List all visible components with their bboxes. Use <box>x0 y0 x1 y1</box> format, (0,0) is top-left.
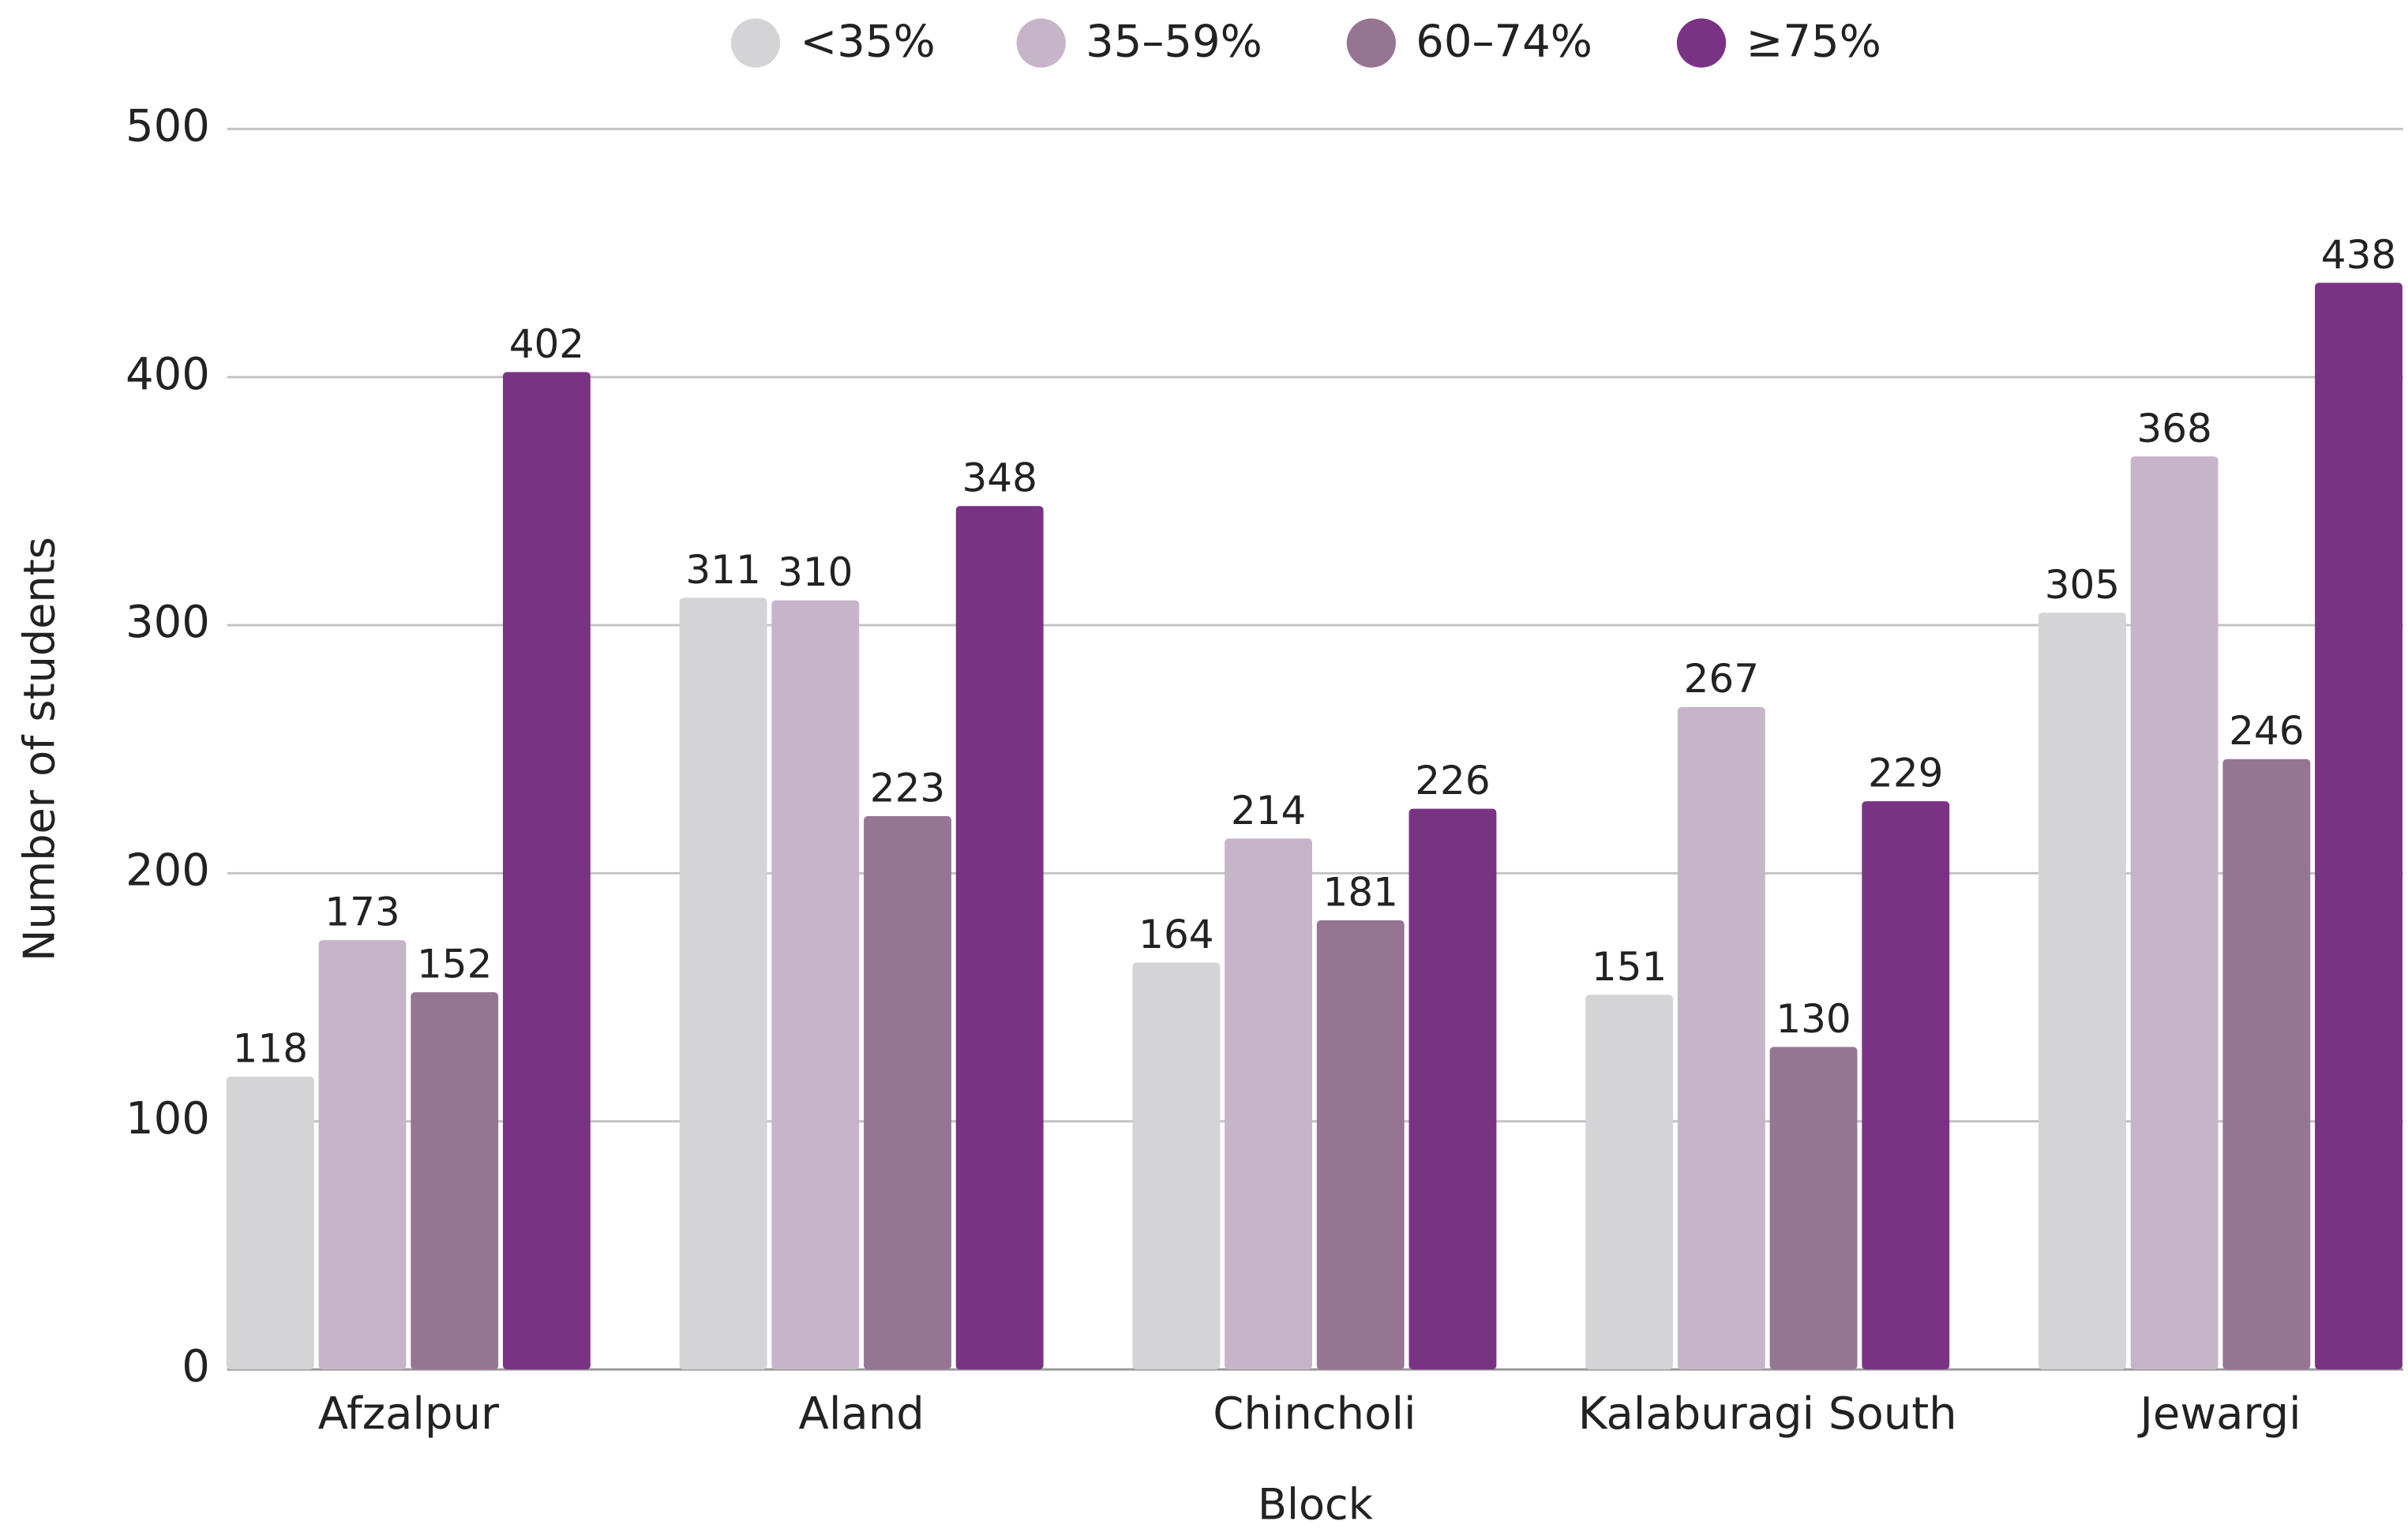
legend-swatch <box>1016 18 1066 68</box>
data-label: 310 <box>778 549 853 595</box>
data-label: 151 <box>1592 944 1667 990</box>
bar <box>955 506 1044 1369</box>
bar <box>2222 759 2311 1369</box>
x-tick-label: Jewargi <box>2137 1388 2301 1440</box>
data-label: 311 <box>685 547 760 593</box>
bar <box>1316 920 1405 1369</box>
legend-swatch <box>730 18 781 68</box>
data-label: 348 <box>962 455 1037 501</box>
y-tick-label: 500 <box>126 101 210 152</box>
bar <box>1132 962 1221 1369</box>
data-label: 130 <box>1776 996 1851 1042</box>
x-tick-label: Aland <box>799 1388 925 1440</box>
bar <box>318 940 407 1369</box>
bar <box>1585 995 1674 1369</box>
bar <box>2038 613 2126 1369</box>
bar <box>226 1077 314 1369</box>
bar <box>2315 283 2402 1369</box>
data-label: 223 <box>870 766 945 811</box>
legend-label: 35–59% <box>1086 17 1262 68</box>
x-tick-label: Afzalpur <box>318 1388 500 1440</box>
legend-label: 60–74% <box>1416 17 1592 68</box>
data-label: 246 <box>2229 708 2304 754</box>
data-label: 214 <box>1231 788 1306 834</box>
legend-swatch <box>1346 18 1397 68</box>
data-label: 164 <box>1138 912 1213 957</box>
y-tick-label: 0 <box>182 1341 210 1392</box>
data-label: 305 <box>2045 562 2120 608</box>
data-label: 402 <box>509 321 584 367</box>
legend-label: <35% <box>800 17 935 68</box>
x-tick-label: Chincholi <box>1213 1388 1416 1440</box>
data-label: 368 <box>2136 406 2211 451</box>
data-label: 118 <box>233 1026 308 1072</box>
data-label: 438 <box>2321 232 2396 278</box>
y-tick-label: 200 <box>126 845 210 896</box>
bar <box>1677 706 1765 1369</box>
bar <box>864 816 951 1369</box>
bar <box>2130 456 2219 1369</box>
data-label: 267 <box>1684 656 1759 702</box>
bar <box>771 600 860 1369</box>
data-label: 173 <box>324 890 399 935</box>
data-label: 152 <box>417 942 492 987</box>
x-tick-label: Kalaburagi South <box>1578 1388 1957 1440</box>
bar <box>679 598 767 1369</box>
bar <box>502 372 591 1369</box>
legend-label: ≥75% <box>1746 17 1881 68</box>
data-label: 226 <box>1415 758 1490 804</box>
bar <box>1769 1047 1858 1369</box>
bar <box>1408 808 1497 1369</box>
bar <box>411 992 499 1369</box>
y-tick-label: 300 <box>126 597 210 648</box>
y-axis-title: Number of students <box>15 537 65 961</box>
data-label: 181 <box>1323 870 1398 916</box>
y-tick-label: 400 <box>126 349 210 400</box>
bar <box>1862 801 1950 1369</box>
bar <box>1225 838 1313 1369</box>
x-axis-title: Block <box>1258 1480 1374 1530</box>
data-label: 229 <box>1868 751 1943 796</box>
legend-swatch <box>1676 18 1727 68</box>
y-tick-label: 100 <box>126 1093 210 1145</box>
